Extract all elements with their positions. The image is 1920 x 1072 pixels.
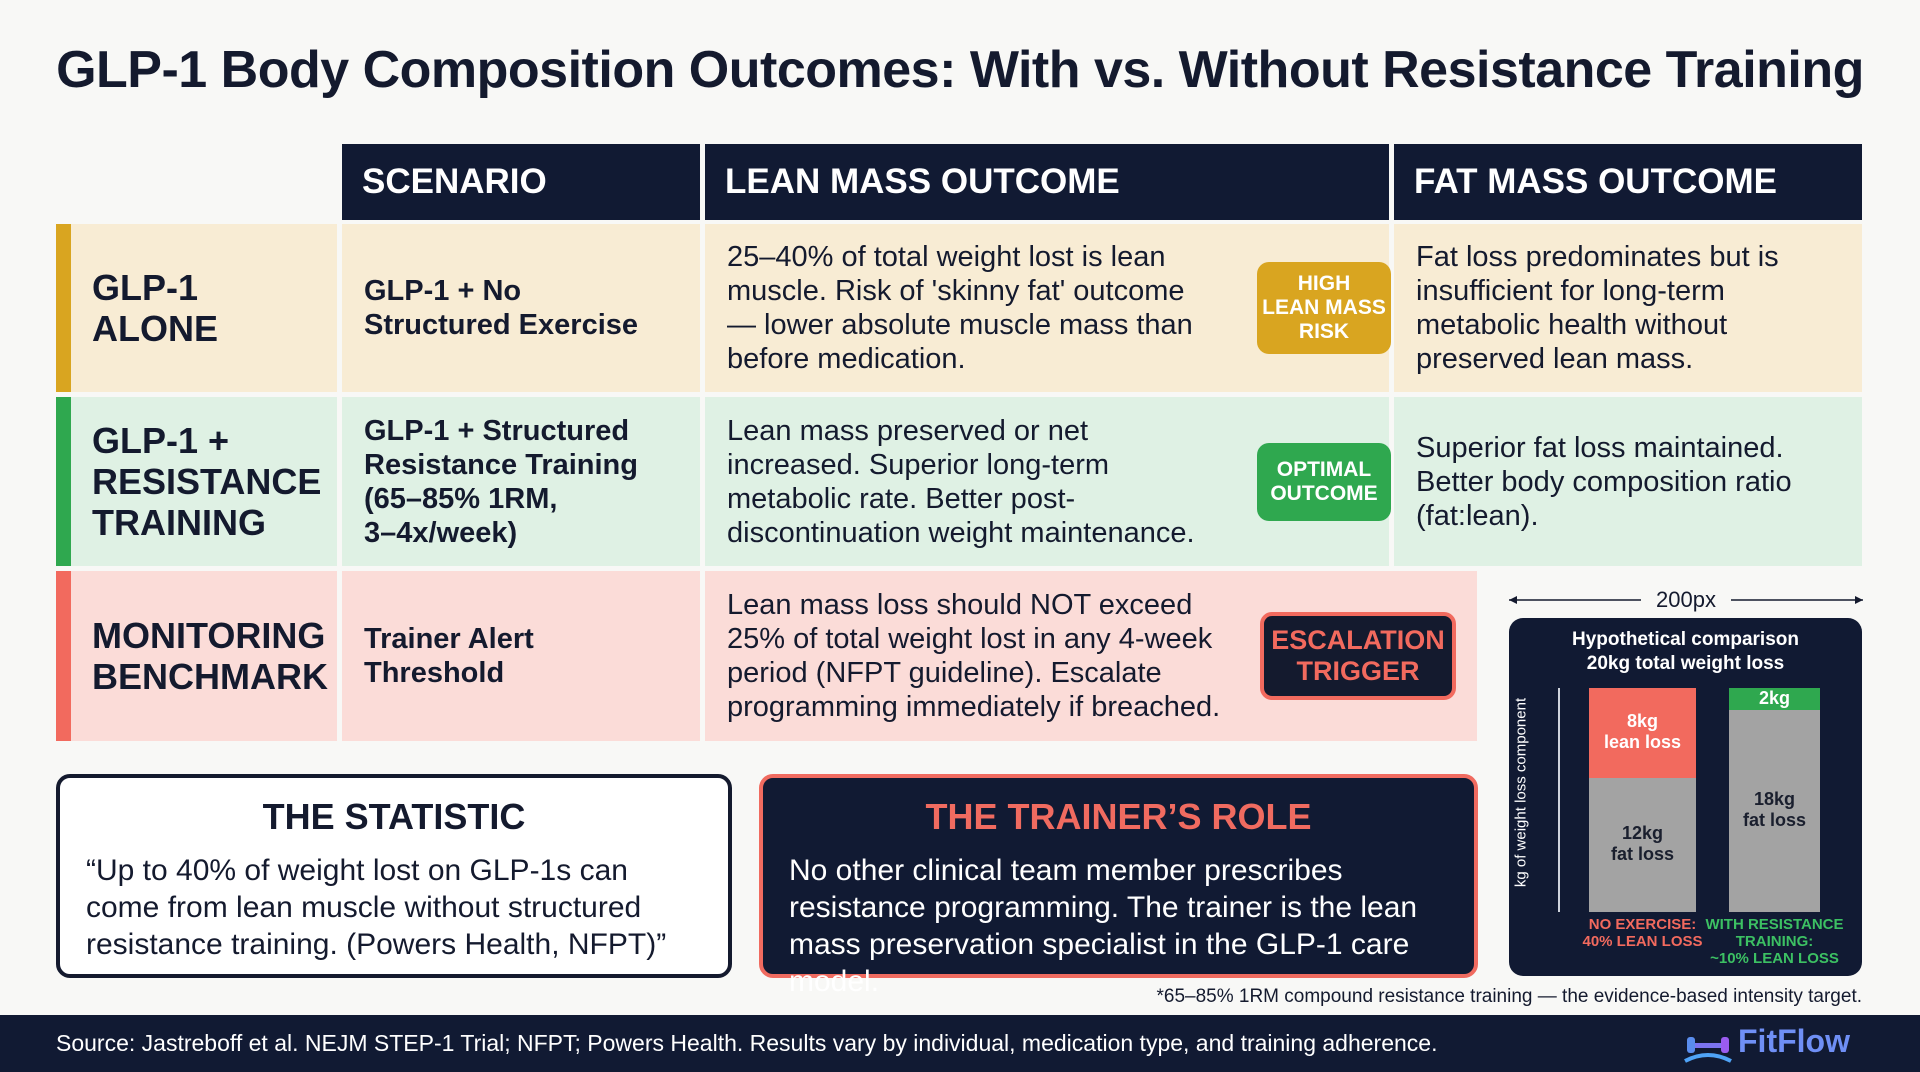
- x-category-label: NO EXERCISE: 40% LEAN LOSS: [1582, 916, 1703, 950]
- status-badge: ESCALATION TRIGGER: [1260, 612, 1456, 700]
- chart-title: Hypothetical comparison 20kg total weigh…: [1572, 629, 1799, 674]
- page-title: GLP-1 Body Composition Outcomes: With vs…: [56, 41, 1864, 99]
- row-accent: [56, 224, 71, 392]
- bar-value-label: 8kg lean loss: [1603, 710, 1682, 752]
- column-header: FAT MASS OUTCOME: [1394, 144, 1862, 220]
- bar-segment: [1589, 688, 1696, 778]
- bar-value-label: 12kg fat loss: [1610, 822, 1675, 864]
- scenario-cell: Trainer Alert Threshold: [342, 571, 700, 741]
- trainer-role-box: THE TRAINER’S ROLE No other clinical tea…: [759, 774, 1478, 998]
- statistic-title: THE STATISTIC: [262, 796, 526, 837]
- bar-segment: [1729, 710, 1820, 912]
- y-axis-line: [1558, 688, 1560, 912]
- annotation-bg: [1641, 586, 1731, 614]
- status-badge: HIGH LEAN MASS RISK: [1257, 262, 1391, 354]
- row-label: MONITORING BENCHMARK: [71, 571, 337, 741]
- row-label: GLP-1 + RESISTANCE TRAINING: [71, 397, 337, 566]
- bar-segment: [1589, 777, 1696, 912]
- y-axis-label: kg of weight loss component: [1512, 697, 1530, 888]
- status-badge: OPTIMAL OUTCOME: [1257, 442, 1391, 521]
- scenario-cell: GLP-1 + Structured Resistance Training (…: [342, 397, 700, 566]
- bar-value-label: 18kg fat loss: [1742, 789, 1807, 831]
- x-category-label: WITH RESISTANCE TRAINING: ~10% LEAN LOSS: [1705, 916, 1844, 967]
- comparison-chart: Hypothetical comparison 20kg total weigh…: [1509, 618, 1862, 976]
- footer-bar: Source: Jastreboff et al. NEJM STEP-1 Tr…: [0, 1015, 1920, 1072]
- fat-cell: Superior fat loss maintained. Better bod…: [1394, 397, 1862, 566]
- source-text: Source: Jastreboff et al. NEJM STEP-1 Tr…: [56, 1030, 1438, 1056]
- annotation-text: 200px: [1656, 587, 1716, 612]
- row-accent: [56, 571, 71, 741]
- logo-icon: [1684, 1037, 1732, 1063]
- statistic-box: THE STATISTIC “Up to 40% of weight lost …: [56, 774, 732, 978]
- trainer-role-text: No other clinical team member prescribes…: [789, 854, 1418, 998]
- logo-text: FitFlow: [1738, 1023, 1850, 1059]
- width-annotation: 200px: [1509, 586, 1863, 614]
- footnote: *65–85% 1RM compound resistance training…: [1156, 986, 1862, 1007]
- row-label: GLP-1 ALONE: [71, 224, 337, 392]
- scenario-cell: GLP-1 + No Structured Exercise: [342, 224, 700, 392]
- column-header: LEAN MASS OUTCOME: [705, 144, 1389, 220]
- trainer-role-title: THE TRAINER’S ROLE: [925, 796, 1312, 837]
- bar-value-label: 2kg: [1758, 688, 1791, 709]
- column-header: SCENARIO: [342, 144, 700, 220]
- statistic-text: “Up to 40% of weight lost on GLP-1s can …: [86, 854, 667, 961]
- bar-segment: [1729, 688, 1820, 711]
- fat-cell: Fat loss predominates but is insufficien…: [1394, 224, 1862, 392]
- row-accent: [56, 397, 71, 566]
